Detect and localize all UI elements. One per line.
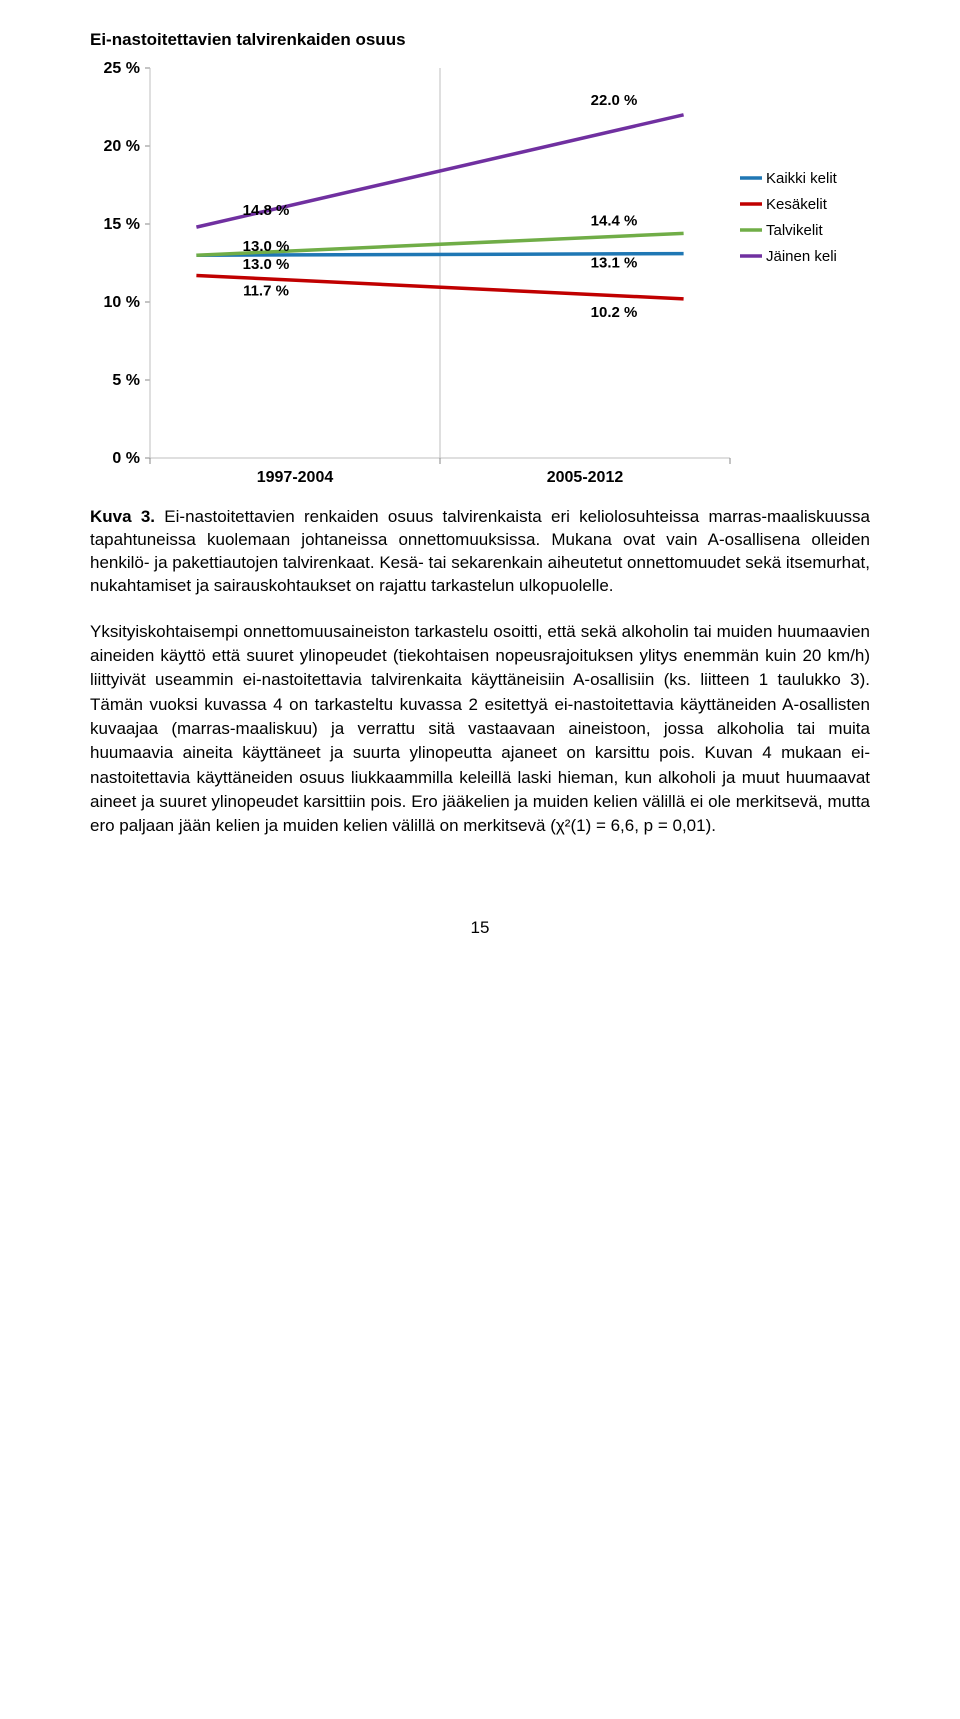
svg-text:2005-2012: 2005-2012 (547, 469, 624, 486)
svg-text:13.0 %: 13.0 % (243, 256, 290, 273)
figure-label: Kuva 3. (90, 507, 155, 526)
body-paragraph: Yksityiskohtaisempi onnettomuusaineiston… (90, 620, 870, 839)
svg-text:Kesäkelit: Kesäkelit (766, 196, 828, 213)
svg-text:1997-2004: 1997-2004 (257, 469, 334, 486)
svg-text:22.0 %: 22.0 % (591, 92, 638, 109)
svg-text:10.2 %: 10.2 % (591, 304, 638, 321)
svg-text:10 %: 10 % (104, 294, 140, 311)
svg-text:Talvikelit: Talvikelit (766, 222, 824, 239)
figure-caption-text: Ei-nastoitettavien renkaiden osuus talvi… (90, 507, 870, 595)
line-chart: 0 % 5 % 10 % 15 % 20 % 25 % 1997-2004 2005-2012… (90, 58, 870, 488)
page-number: 15 (90, 918, 870, 938)
svg-text:Jäinen keli: Jäinen keli (766, 248, 837, 265)
svg-text:0 %: 0 % (112, 450, 140, 467)
svg-text:20 %: 20 % (104, 138, 140, 155)
svg-text:14.4 %: 14.4 % (591, 212, 638, 229)
svg-text:13.1 %: 13.1 % (591, 255, 638, 272)
svg-text:14.8 %: 14.8 % (243, 202, 290, 219)
chart-title: Ei-nastoitettavien talvirenkaiden osuus (90, 30, 870, 50)
svg-text:15 %: 15 % (104, 216, 140, 233)
svg-text:25 %: 25 % (104, 60, 140, 77)
svg-text:Kaikki kelit: Kaikki kelit (766, 170, 838, 187)
svg-text:13.0 %: 13.0 % (243, 238, 290, 255)
svg-text:5 %: 5 % (112, 372, 140, 389)
figure-caption: Kuva 3. Ei-nastoitettavien renkaiden osu… (90, 506, 870, 598)
svg-text:11.7 %: 11.7 % (243, 282, 289, 299)
